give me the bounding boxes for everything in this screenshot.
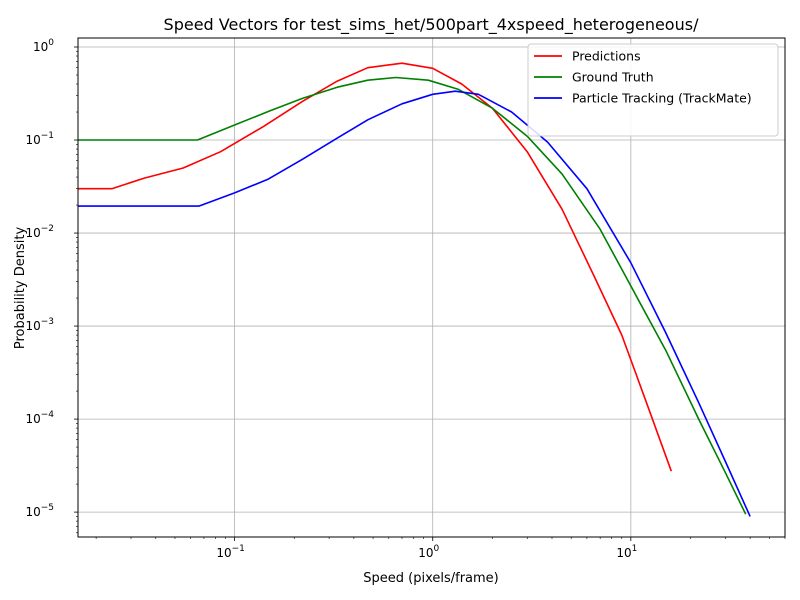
series-line-1 [78,62,673,472]
series-line-2 [78,76,747,515]
y-tick-label: 10−2 [25,224,54,240]
x-axis-label: Speed (pixels/frame) [363,571,499,586]
x-tick-exponent: −1 [232,544,245,554]
y-tick-label: 10−5 [25,503,54,519]
chart-title: Speed Vectors for test_sims_het/500part_… [164,15,700,35]
y-tick-label: 10−3 [25,317,54,333]
y-tick-label: 100 [33,38,54,54]
y-tick-exponent: 0 [48,38,54,48]
x-tick-label: 10−1 [216,544,245,560]
x-tick-label: 100 [418,544,439,560]
legend-label-1: Predictions [572,49,641,64]
legend: Predictions Ground Truth Particle Tracking… [527,43,779,137]
y-tick-exponent: −4 [41,410,55,420]
y-tick-exponent: −2 [41,224,54,234]
y-tick-label: 10−1 [25,131,54,147]
x-tick-exponent: 1 [632,544,638,554]
x-tick-exponent: 0 [433,544,439,554]
series-lines [78,62,751,517]
y-tick-exponent: −1 [41,131,54,141]
x-tick-label: 101 [616,544,637,560]
series-line-3 [78,90,751,517]
legend-label-2: Ground Truth [572,70,654,85]
plot-frame [77,37,786,538]
legend-label-3: Particle Tracking (TrackMate) [572,91,752,106]
y-tick-exponent: −3 [41,317,54,327]
y-axis-label: Probability Density [13,227,28,350]
y-tick-exponent: −5 [41,503,54,513]
legend-box [527,43,779,137]
y-tick-label: 10−4 [25,410,54,426]
